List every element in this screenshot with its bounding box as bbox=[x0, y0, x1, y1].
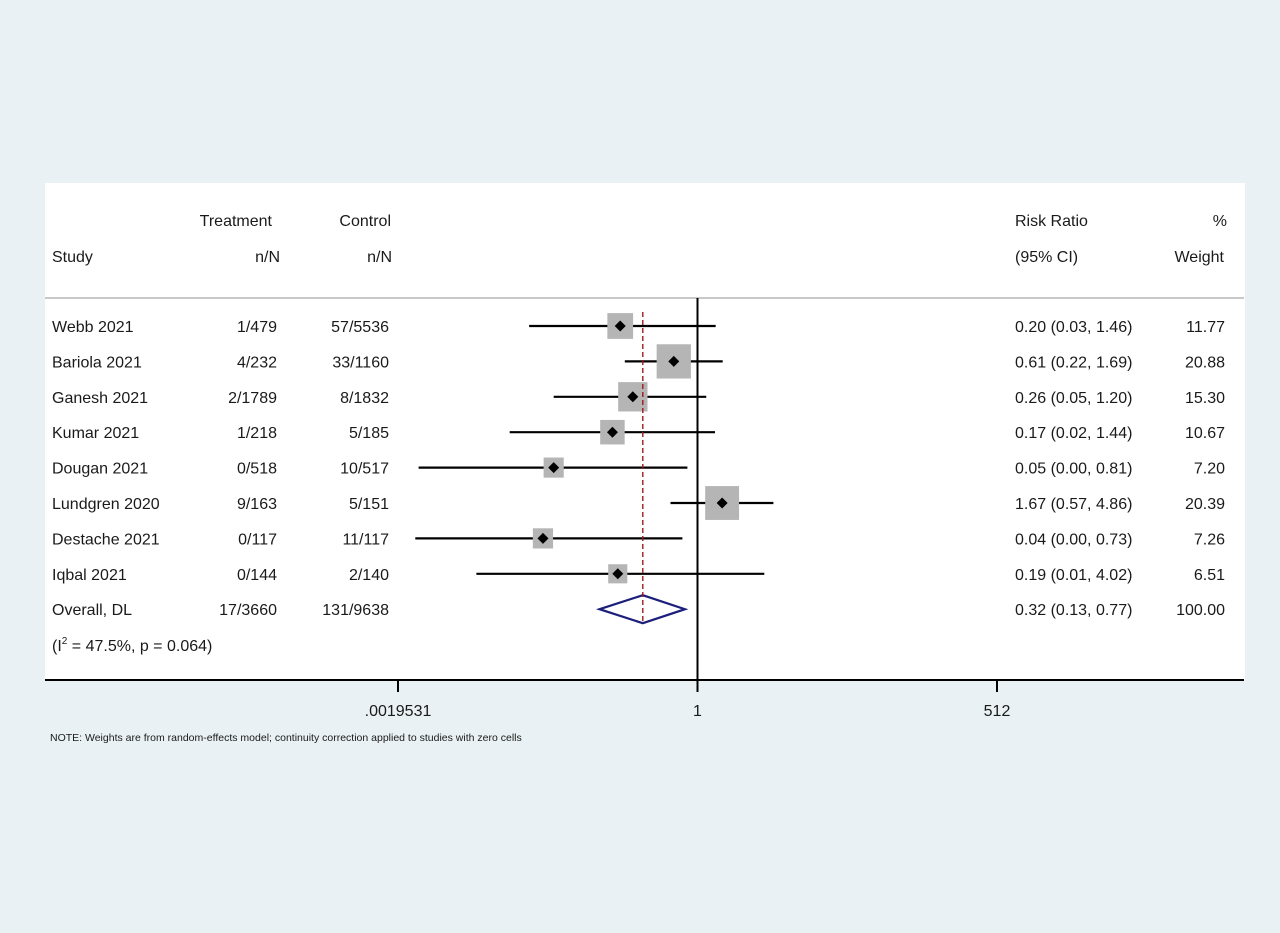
treatment-value: 1/218 bbox=[237, 425, 277, 442]
point-estimate bbox=[612, 568, 624, 580]
control-value: 10/517 bbox=[340, 461, 389, 478]
ci-value: 0.32 (0.13, 0.77) bbox=[1015, 602, 1132, 619]
weight-value: 15.30 bbox=[1185, 390, 1225, 407]
x-axis-ticks: .0019531 1 512 bbox=[365, 680, 1011, 720]
heterogeneity-text: (I2 = 47.5%, p = 0.064) bbox=[52, 636, 212, 655]
weight-value: 10.67 bbox=[1185, 425, 1225, 442]
overall-diamond bbox=[595, 594, 689, 625]
heterogeneity-prefix: (I bbox=[52, 638, 62, 655]
treatment-value: 0/144 bbox=[237, 567, 277, 584]
study-label: Overall, DL bbox=[52, 602, 132, 619]
weight-value: 20.88 bbox=[1185, 354, 1225, 371]
ci-value: 0.20 (0.03, 1.46) bbox=[1015, 319, 1132, 336]
control-value: 5/185 bbox=[349, 425, 389, 442]
control-value: 5/151 bbox=[349, 496, 389, 513]
treatment-value: 17/3660 bbox=[219, 602, 277, 619]
weight-value: 7.26 bbox=[1194, 531, 1225, 548]
control-value: 33/1160 bbox=[332, 354, 389, 371]
treatment-value: 2/1789 bbox=[228, 390, 277, 407]
study-label: Bariola 2021 bbox=[52, 354, 142, 371]
heterogeneity-rest: = 47.5%, p = 0.064) bbox=[67, 638, 212, 655]
header-weight-sub: Weight bbox=[1174, 249, 1224, 266]
treatment-value: 0/117 bbox=[238, 531, 277, 548]
treatment-value: 1/479 bbox=[237, 319, 277, 336]
point-estimate bbox=[716, 497, 728, 509]
ci-value: 1.67 (0.57, 4.86) bbox=[1015, 496, 1132, 513]
heterogeneity-sup: 2 bbox=[62, 636, 68, 647]
footnote: NOTE: Weights are from random-effects mo… bbox=[50, 732, 522, 744]
treatment-value: 0/518 bbox=[237, 461, 277, 478]
header-effect-sub: (95% CI) bbox=[1015, 249, 1078, 266]
header-control: Control bbox=[339, 213, 391, 230]
header-weight: % bbox=[1213, 213, 1227, 230]
header-control-sub: n/N bbox=[367, 249, 392, 266]
weight-value: 20.39 bbox=[1185, 496, 1225, 513]
point-estimate bbox=[614, 320, 626, 332]
weight-value: 11.77 bbox=[1186, 319, 1225, 336]
x-tick-label: 512 bbox=[984, 703, 1011, 720]
ci-value: 0.17 (0.02, 1.44) bbox=[1015, 425, 1132, 442]
study-label: Lundgren 2020 bbox=[52, 496, 160, 513]
control-value: 57/5536 bbox=[331, 319, 389, 336]
x-tick-label: .0019531 bbox=[365, 703, 432, 720]
ci-value: 0.61 (0.22, 1.69) bbox=[1015, 354, 1132, 371]
study-label: Ganesh 2021 bbox=[52, 390, 148, 407]
study-rows: Webb 2021 1/479 57/5536 0.20 (0.03, 1.46) 11… bbox=[52, 319, 1225, 619]
weight-value: 7.20 bbox=[1194, 461, 1225, 478]
point-estimate bbox=[548, 462, 560, 474]
study-label: Iqbal 2021 bbox=[52, 567, 127, 584]
header-effect: Risk Ratio bbox=[1015, 213, 1088, 230]
control-value: 131/9638 bbox=[322, 602, 389, 619]
ci-value: 0.19 (0.01, 4.02) bbox=[1015, 567, 1132, 584]
point-estimate bbox=[606, 426, 618, 438]
treatment-value: 9/163 bbox=[237, 496, 277, 513]
ci-value: 0.05 (0.00, 0.81) bbox=[1015, 461, 1132, 478]
control-value: 11/117 bbox=[342, 531, 389, 548]
study-label: Webb 2021 bbox=[52, 319, 134, 336]
point-estimate bbox=[668, 355, 680, 367]
control-value: 2/140 bbox=[349, 567, 389, 584]
x-tick-label: 1 bbox=[693, 703, 702, 720]
ci-value: 0.04 (0.00, 0.73) bbox=[1015, 531, 1132, 548]
ci-value: 0.26 (0.05, 1.20) bbox=[1015, 390, 1132, 407]
weight-value: 100.00 bbox=[1176, 602, 1225, 619]
study-label: Destache 2021 bbox=[52, 531, 160, 548]
control-value: 8/1832 bbox=[340, 390, 389, 407]
point-estimate bbox=[537, 532, 549, 544]
weight-value: 6.51 bbox=[1194, 567, 1225, 584]
treatment-value: 4/232 bbox=[237, 354, 277, 371]
chart-marks bbox=[415, 298, 774, 680]
point-estimate bbox=[627, 391, 639, 403]
header-treatment-sub: n/N bbox=[255, 249, 280, 266]
study-label: Kumar 2021 bbox=[52, 425, 139, 442]
header-study: Study bbox=[52, 249, 93, 266]
study-label: Dougan 2021 bbox=[52, 461, 148, 478]
header-treatment: Treatment bbox=[200, 213, 273, 230]
